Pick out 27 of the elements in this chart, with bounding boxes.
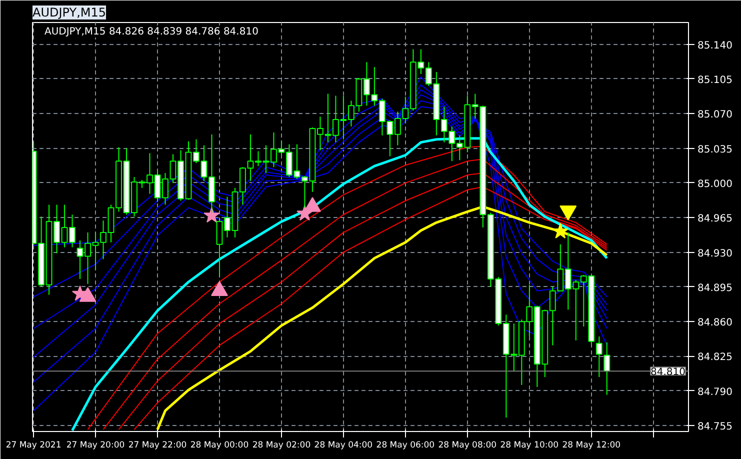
x-tick-label: 28 May 08:00 <box>438 440 497 450</box>
x-tick-label: 28 May 06:00 <box>376 440 435 450</box>
y-tick-label: 85.105 <box>698 74 732 86</box>
y-tick-label: 84.755 <box>698 422 732 433</box>
x-tick-label: 27 May 2021 <box>6 440 62 450</box>
y-tick-label: 84.860 <box>698 318 732 329</box>
y-tick-label: 85.070 <box>698 110 732 121</box>
x-tick-label: 28 May 04:00 <box>314 440 373 450</box>
y-tick-label: 84.930 <box>698 248 732 260</box>
candlestick <box>604 342 610 396</box>
x-tick-label: 27 May 20:00 <box>66 440 125 450</box>
candlestick <box>596 336 602 378</box>
ref-line-label: 84.810 <box>650 367 686 378</box>
chart-title: AUDJPY,M15 84.826 84.839 84.786 84.810 <box>44 26 258 38</box>
y-tick-label: 84.965 <box>698 214 732 225</box>
chart-subtitle: AUDJPY,M15 <box>32 6 106 20</box>
x-tick-label: 28 May 12:00 <box>562 440 621 450</box>
x-tick-label: 28 May 00:00 <box>190 440 249 450</box>
y-tick-label: 84.825 <box>698 352 732 364</box>
x-tick-label: 28 May 10:00 <box>500 440 559 450</box>
y-tick-label: 85.035 <box>698 144 732 156</box>
y-tick-label: 84.790 <box>698 386 732 398</box>
y-tick-label: 85.000 <box>698 178 732 190</box>
y-tick-label: 84.895 <box>698 282 732 294</box>
x-tick-label: 27 May 22:00 <box>128 440 187 450</box>
y-tick-label: 85.140 <box>698 40 732 52</box>
x-tick-label: 28 May 02:00 <box>252 440 311 450</box>
